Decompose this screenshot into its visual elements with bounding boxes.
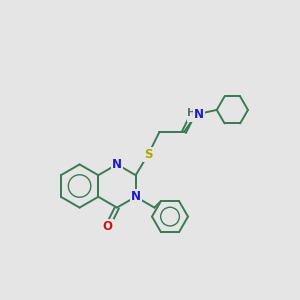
Text: O: O: [103, 220, 112, 233]
Text: N: N: [194, 108, 204, 121]
Text: S: S: [144, 148, 153, 160]
Text: N: N: [131, 190, 141, 203]
Text: H: H: [187, 108, 195, 118]
Text: N: N: [112, 158, 122, 171]
Text: O: O: [188, 108, 198, 121]
